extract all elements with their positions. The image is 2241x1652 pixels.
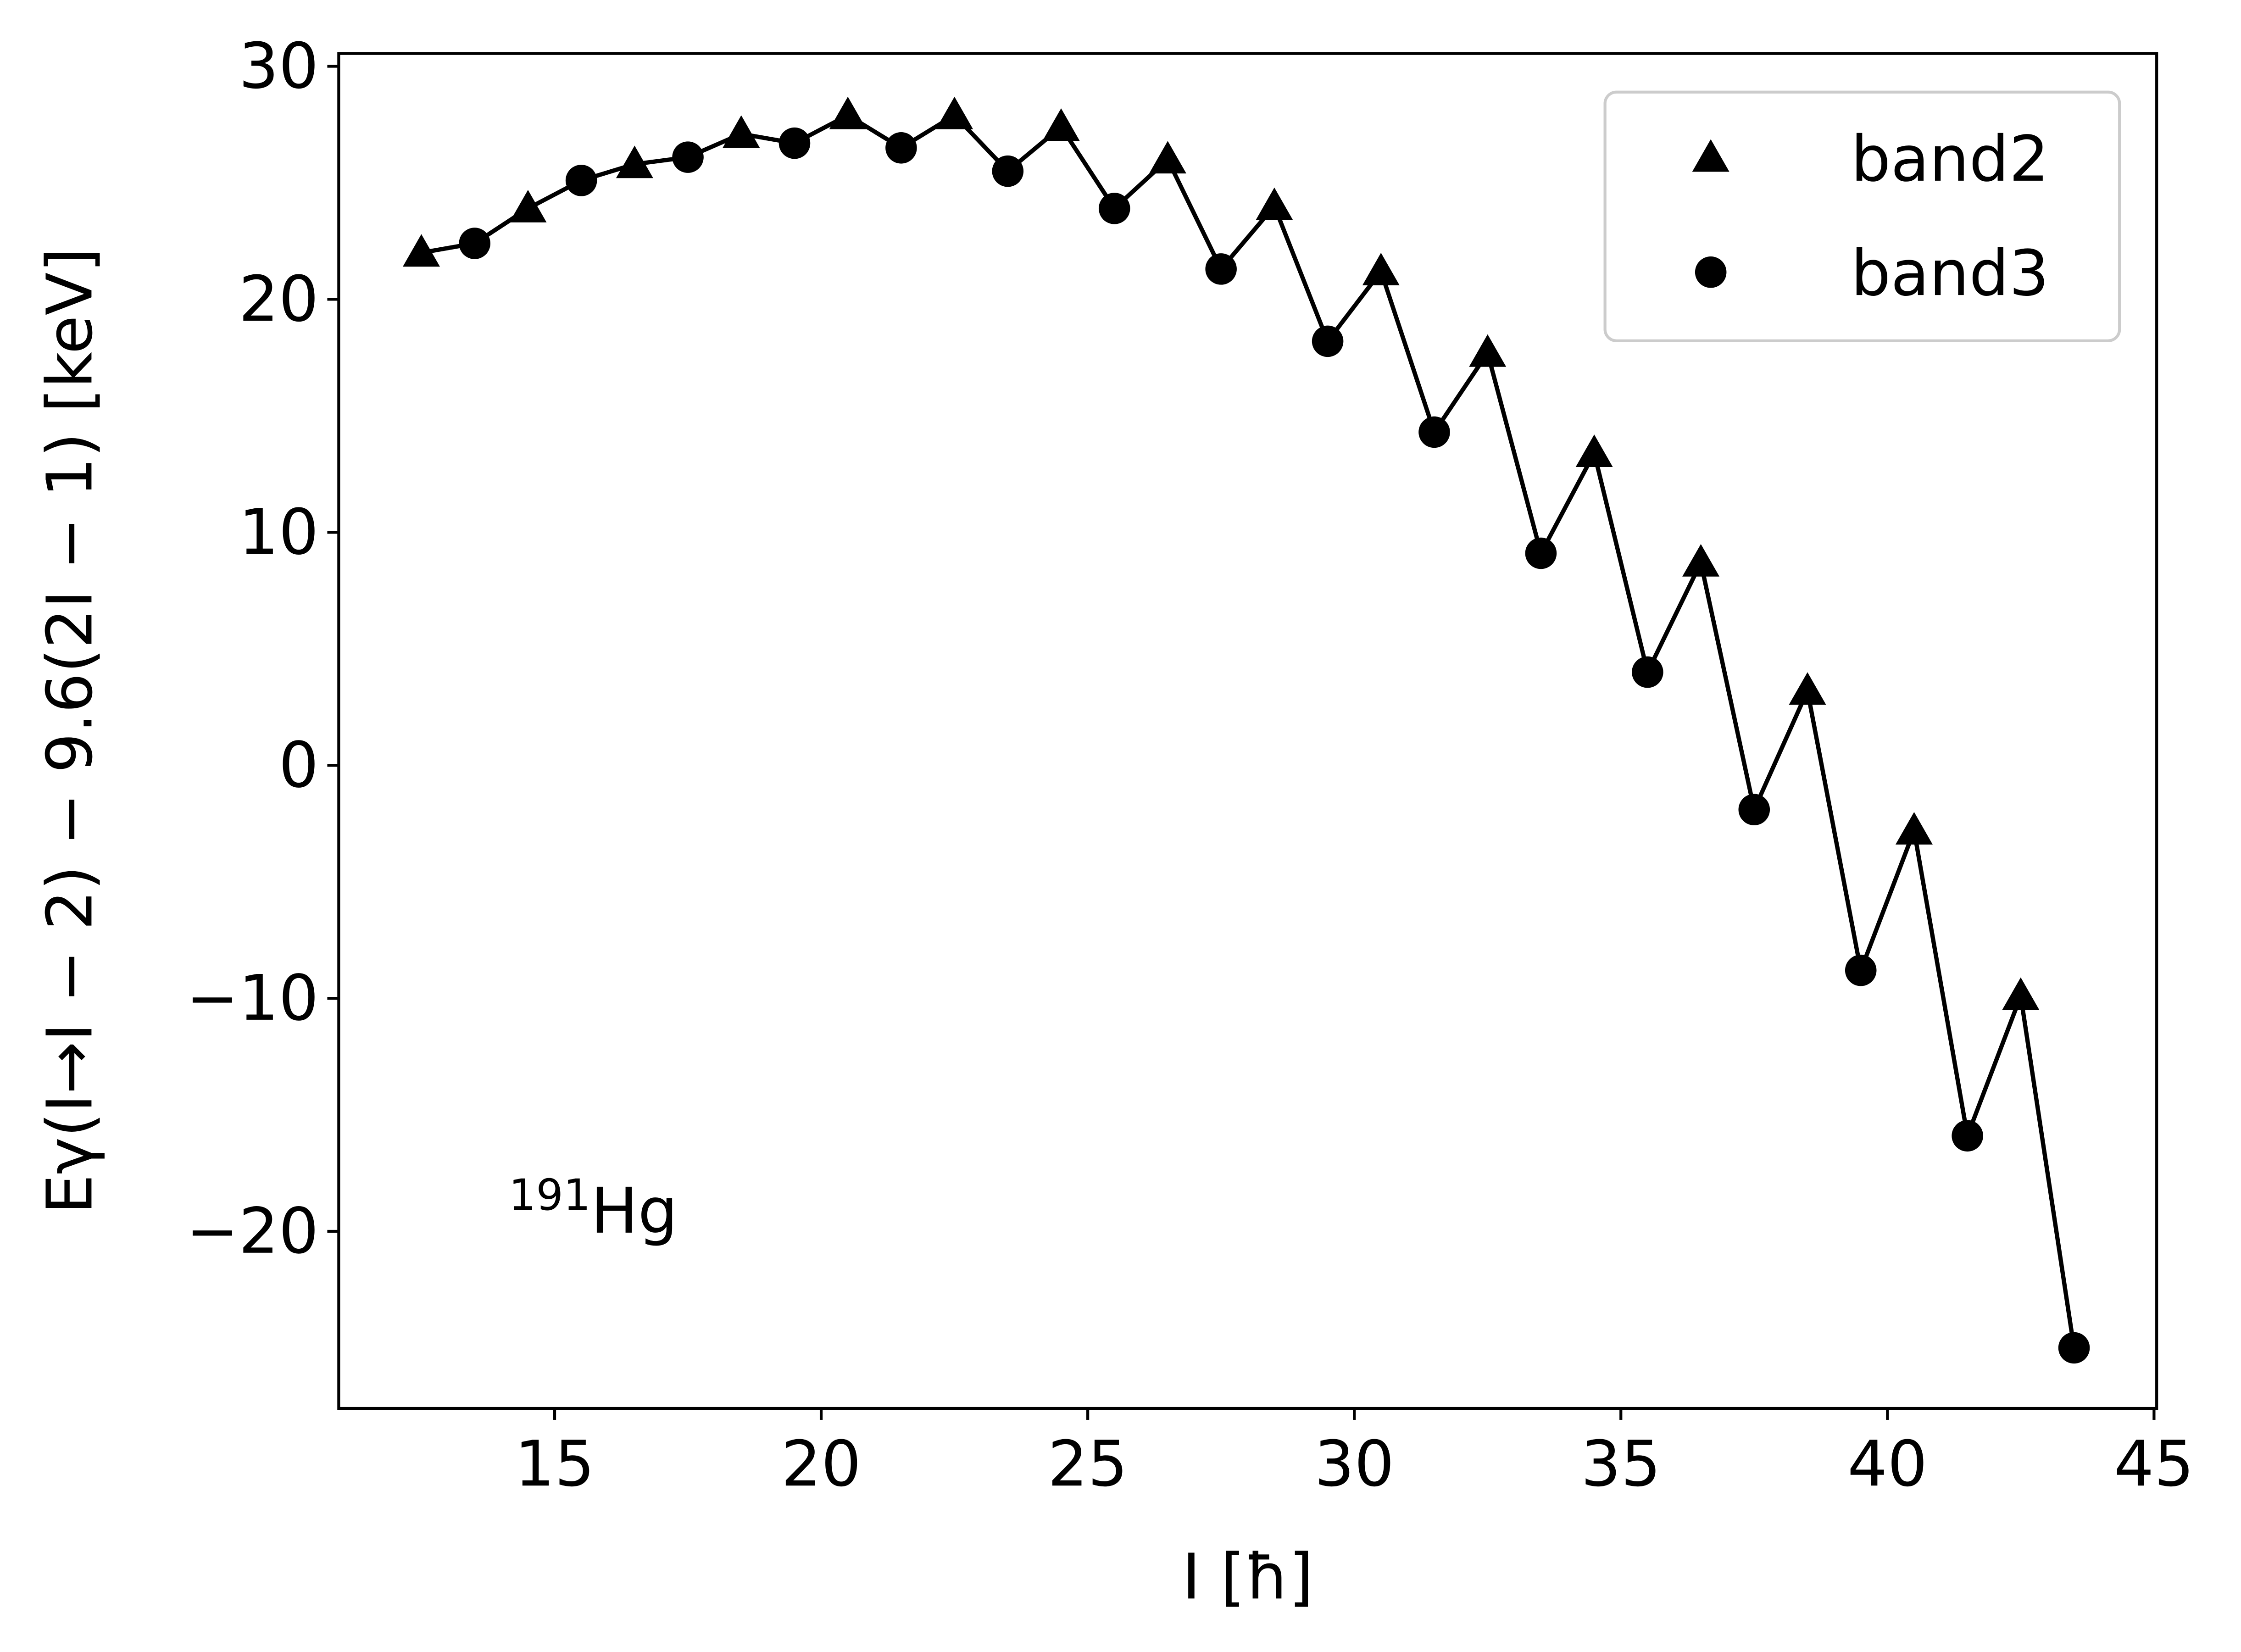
- data-point: [1256, 187, 1293, 220]
- x-tick-label: 35: [1581, 1428, 1661, 1501]
- data-point: [1845, 954, 1877, 986]
- data-point: [459, 228, 490, 259]
- data-point: [1418, 416, 1450, 448]
- connecting-line: [1805, 690, 1863, 971]
- y-tick-label: −20: [186, 1195, 318, 1268]
- data-point: [885, 132, 917, 164]
- data-point: [779, 127, 811, 159]
- connecting-line: [1272, 205, 1330, 342]
- x-tick-label: 15: [515, 1428, 595, 1501]
- data-point: [1205, 253, 1237, 285]
- connecting-line: [1965, 995, 2023, 1137]
- connecting-line: [1485, 352, 1543, 554]
- legend-box: [1603, 90, 2121, 342]
- legend-label: band3: [1851, 237, 2049, 310]
- data-point: [936, 96, 973, 129]
- data-point: [616, 145, 653, 178]
- data-point: [1738, 794, 1770, 826]
- data-point: [1682, 544, 1720, 577]
- data-point: [1362, 252, 1400, 285]
- data-point: [1042, 108, 1080, 141]
- connecting-line: [1166, 158, 1223, 270]
- connecting-line: [2019, 996, 2076, 1348]
- data-point: [1575, 434, 1613, 467]
- connecting-line: [1646, 562, 1703, 673]
- data-point: [1469, 334, 1507, 367]
- data-point: [1098, 193, 1130, 224]
- data-point: [2058, 1332, 2090, 1364]
- x-axis-label: I [ħ]: [1182, 1541, 1313, 1613]
- connecting-line: [1912, 830, 1970, 1136]
- x-tick-label: 40: [1847, 1428, 1927, 1501]
- legend-label: band2: [1851, 123, 2049, 196]
- annotation: 191Hg: [509, 1170, 678, 1248]
- y-tick-label: 0: [279, 729, 319, 802]
- data-point: [992, 155, 1024, 187]
- y-axis-label: Eγ(I→I − 2) − 9.6(2I − 1) [keV]: [33, 248, 106, 1214]
- data-point: [829, 96, 867, 129]
- legend-marker: [1695, 256, 1727, 288]
- x-tick-label: 25: [1048, 1428, 1128, 1501]
- connecting-line: [1539, 452, 1596, 555]
- data-point: [1525, 537, 1557, 569]
- connecting-line: [1752, 690, 1810, 811]
- data-point: [1312, 325, 1344, 357]
- data-point: [565, 165, 597, 196]
- data-point: [2002, 977, 2040, 1010]
- annotation-mass: 191: [509, 1170, 590, 1220]
- data-point: [402, 234, 440, 267]
- y-tick-label: 20: [239, 263, 318, 336]
- data-point: [1789, 672, 1826, 705]
- connecting-line: [1699, 562, 1757, 810]
- connecting-line: [1592, 452, 1650, 673]
- data-point: [1895, 812, 1933, 845]
- data-point: [1149, 141, 1186, 174]
- legend-marker: [1692, 139, 1729, 172]
- data-point: [1632, 656, 1663, 688]
- y-tick-label: 30: [239, 30, 318, 103]
- data-point: [672, 141, 704, 173]
- x-tick-label: 20: [781, 1428, 861, 1501]
- plot-frame: [337, 52, 2158, 1410]
- data-point: [1952, 1120, 1983, 1152]
- annotation-element: Hg: [590, 1175, 678, 1248]
- x-tick-label: 45: [2114, 1428, 2194, 1501]
- connecting-line: [1379, 271, 1436, 433]
- connecting-line: [1858, 829, 1916, 971]
- data-point: [723, 115, 760, 148]
- data-point: [509, 189, 547, 222]
- x-tick-label: 30: [1314, 1428, 1394, 1501]
- y-tick-label: 10: [239, 496, 318, 569]
- y-tick-label: −10: [186, 962, 318, 1035]
